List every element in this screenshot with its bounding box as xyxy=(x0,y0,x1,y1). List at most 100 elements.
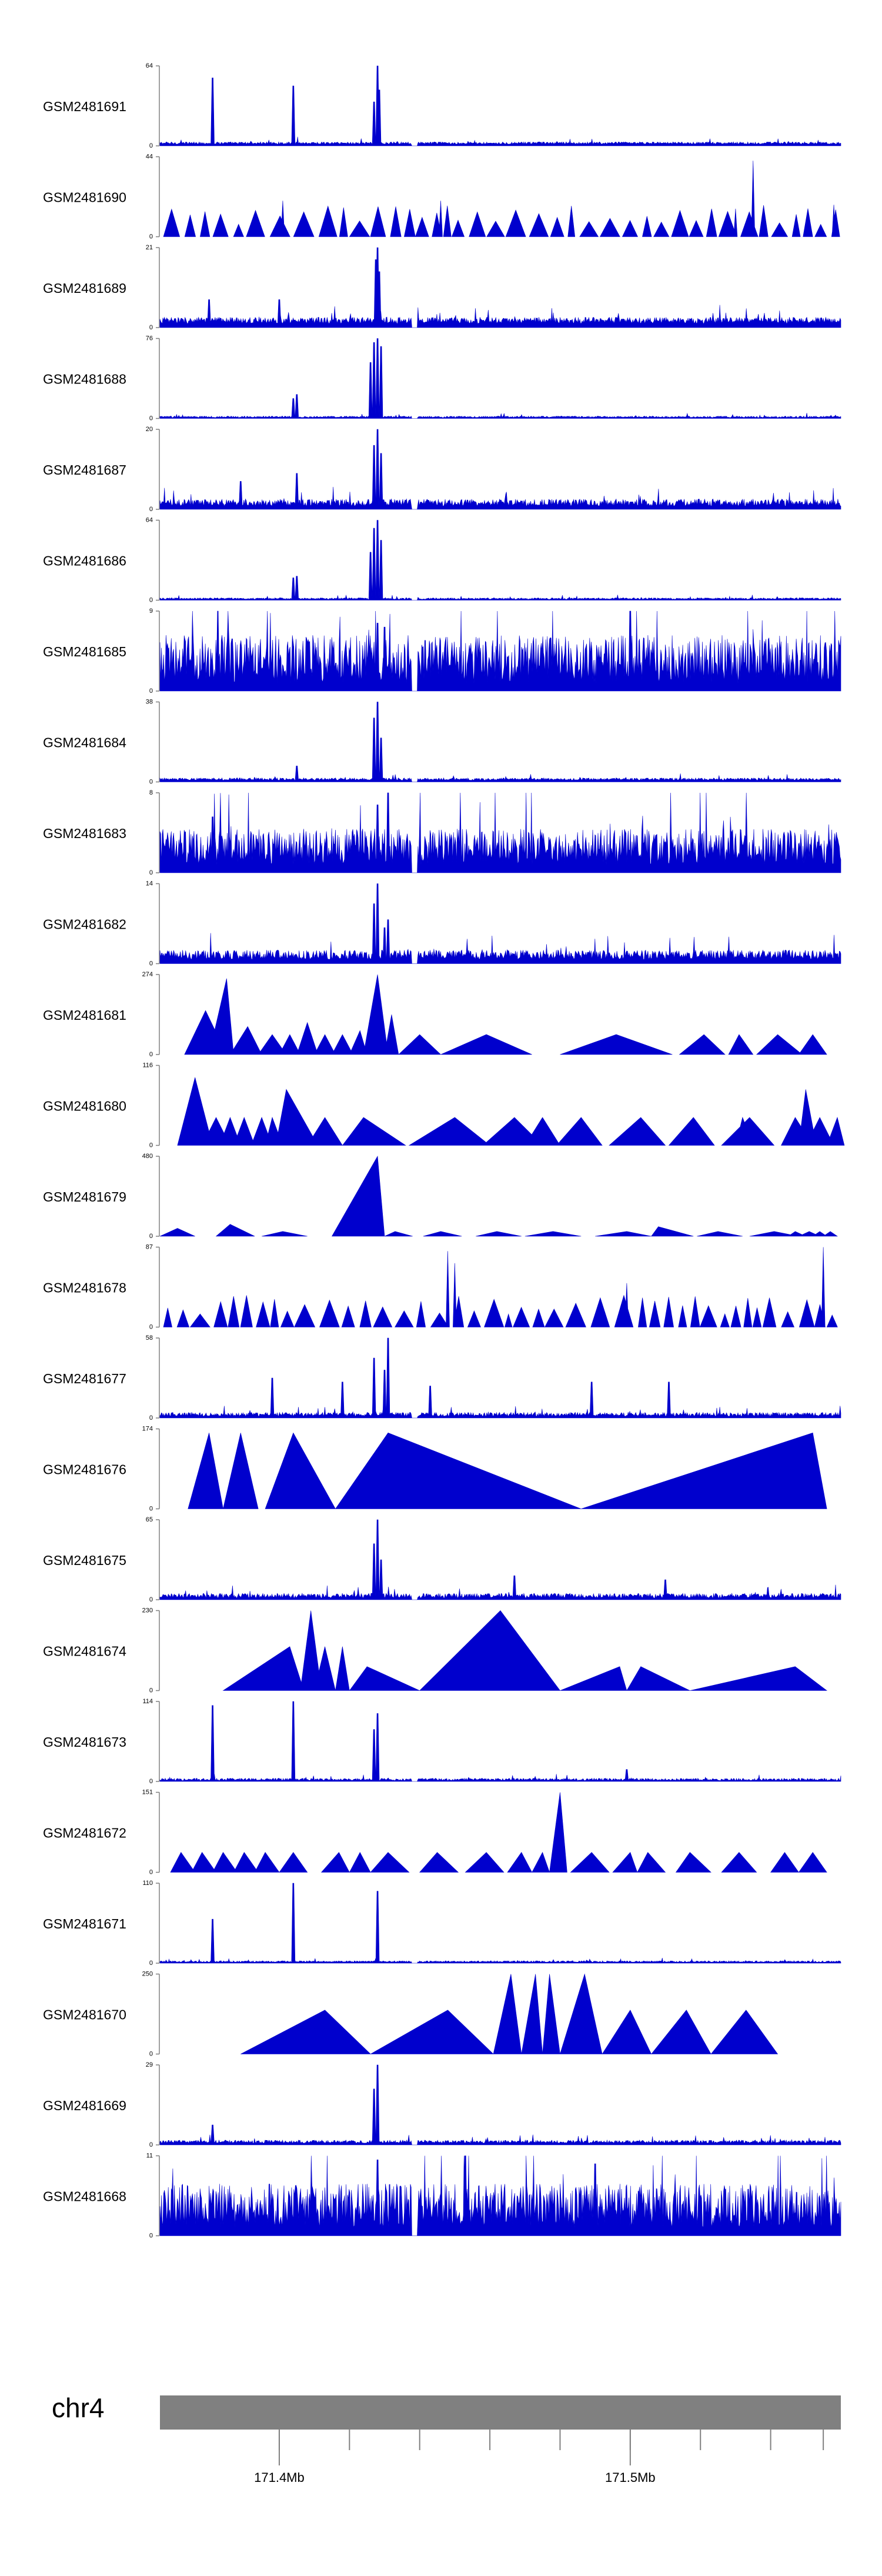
coverage-area xyxy=(159,792,841,873)
track-GSM2481678: GSM2481678 87 0 xyxy=(43,1244,838,1331)
track-label: GSM2481684 xyxy=(43,735,126,750)
coverage-area xyxy=(159,702,841,782)
track-GSM2481689: GSM2481689 21 0 xyxy=(43,244,841,331)
coverage-area xyxy=(159,429,841,510)
y-max-label: 274 xyxy=(142,971,153,978)
track-GSM2481685: GSM2481685 9 0 xyxy=(43,608,841,695)
y-min-label: 0 xyxy=(149,2051,153,2058)
y-max-label: 116 xyxy=(142,1062,153,1069)
y-min-label: 0 xyxy=(149,233,153,241)
y-max-label: 8 xyxy=(149,789,153,796)
y-max-label: 44 xyxy=(146,154,153,161)
track-GSM2481672: GSM2481672 151 0 xyxy=(43,1789,827,1876)
y-min-label: 0 xyxy=(149,142,153,149)
track-label: GSM2481674 xyxy=(43,1644,126,1659)
y-max-label: 9 xyxy=(149,608,153,615)
y-min-label: 0 xyxy=(149,1687,153,1694)
track-label: GSM2481682 xyxy=(43,917,126,932)
track-GSM2481679: GSM2481679 480 0 xyxy=(43,1153,838,1240)
track-GSM2481691: GSM2481691 64 0 xyxy=(43,62,841,149)
coverage-area xyxy=(159,1337,841,1419)
y-max-label: 250 xyxy=(142,1971,153,1978)
coverage-area xyxy=(159,338,841,419)
coverage-area xyxy=(159,2155,841,2236)
coverage-area xyxy=(188,1432,827,1509)
track-GSM2481669: GSM2481669 29 0 xyxy=(43,2061,841,2148)
track-GSM2481682: GSM2481682 14 0 xyxy=(43,880,841,967)
y-max-label: 110 xyxy=(142,1880,153,1887)
y-max-label: 114 xyxy=(142,1698,153,1705)
track-GSM2481670: GSM2481670 250 0 xyxy=(43,1971,779,2058)
y-min-label: 0 xyxy=(149,1142,153,1149)
y-max-label: 87 xyxy=(146,1244,153,1251)
coverage-area xyxy=(240,1973,779,2054)
y-max-label: 21 xyxy=(146,244,153,251)
track-GSM2481680: GSM2481680 116 0 xyxy=(43,1062,845,1149)
y-max-label: 20 xyxy=(146,426,153,433)
track-GSM2481688: GSM2481688 76 0 xyxy=(43,335,841,422)
x-tick-label: 171.4Mb xyxy=(254,2470,305,2485)
y-min-label: 0 xyxy=(149,869,153,876)
track-label: GSM2481677 xyxy=(43,1371,126,1386)
y-max-label: 65 xyxy=(146,1516,153,1523)
track-GSM2481676: GSM2481676 174 0 xyxy=(43,1426,827,1513)
chromosome-label: chr4 xyxy=(52,2393,104,2423)
y-min-label: 0 xyxy=(149,1596,153,1603)
track-label: GSM2481681 xyxy=(43,1007,126,1023)
track-label: GSM2481672 xyxy=(43,1826,126,1841)
track-GSM2481681: GSM2481681 274 0 xyxy=(43,971,827,1058)
y-min-label: 0 xyxy=(149,779,153,786)
track-GSM2481673: GSM2481673 114 0 xyxy=(43,1698,841,1785)
track-GSM2481668: GSM2481668 11 0 xyxy=(43,2153,841,2240)
y-min-label: 0 xyxy=(149,1233,153,1240)
x-tick-label: 171.5Mb xyxy=(605,2470,656,2485)
y-min-label: 0 xyxy=(149,1869,153,1876)
y-min-label: 0 xyxy=(149,415,153,422)
track-label: GSM2481689 xyxy=(43,281,126,296)
coverage-area xyxy=(159,2064,841,2145)
track-label: GSM2481675 xyxy=(43,1553,126,1568)
y-min-label: 0 xyxy=(149,1051,153,1058)
track-GSM2481683: GSM2481683 8 0 xyxy=(43,789,841,876)
coverage-area xyxy=(222,1610,828,1691)
y-min-label: 0 xyxy=(149,506,153,513)
y-min-label: 0 xyxy=(149,1414,153,1422)
track-GSM2481687: GSM2481687 20 0 xyxy=(43,426,841,513)
y-max-label: 76 xyxy=(146,335,153,342)
coverage-area xyxy=(159,610,841,692)
coverage-area xyxy=(159,1701,841,1782)
y-min-label: 0 xyxy=(149,1960,153,1967)
coverage-area xyxy=(170,1792,827,1873)
chromosome-bar xyxy=(160,2395,841,2430)
y-min-label: 0 xyxy=(149,2233,153,2240)
coverage-area xyxy=(177,1077,845,1146)
coverage-area xyxy=(159,883,841,964)
y-max-label: 14 xyxy=(146,880,153,887)
track-label: GSM2481680 xyxy=(43,1099,126,1114)
y-max-label: 230 xyxy=(142,1607,153,1614)
coverage-area xyxy=(159,1156,838,1237)
y-max-label: 38 xyxy=(146,699,153,706)
genome-axis: chr4 171.4Mb 171.5Mb xyxy=(52,2393,841,2485)
track-GSM2481671: GSM2481671 110 0 xyxy=(43,1880,841,1967)
coverage-area xyxy=(163,161,840,237)
y-max-label: 64 xyxy=(146,517,153,524)
coverage-area xyxy=(163,1247,838,1327)
y-max-label: 64 xyxy=(146,62,153,69)
track-GSM2481686: GSM2481686 64 0 xyxy=(43,517,841,604)
y-min-label: 0 xyxy=(149,688,153,695)
y-min-label: 0 xyxy=(149,1506,153,1513)
y-min-label: 0 xyxy=(149,324,153,331)
track-label: GSM2481670 xyxy=(43,2007,126,2023)
coverage-area xyxy=(159,1519,841,1600)
track-GSM2481674: GSM2481674 230 0 xyxy=(43,1607,828,1694)
y-min-label: 0 xyxy=(149,1324,153,1331)
track-label: GSM2481679 xyxy=(43,1189,126,1204)
y-min-label: 0 xyxy=(149,2141,153,2148)
track-label: GSM2481688 xyxy=(43,372,126,387)
y-max-label: 29 xyxy=(146,2061,153,2068)
coverage-area xyxy=(184,974,827,1055)
track-label: GSM2481669 xyxy=(43,2098,126,2113)
y-max-label: 58 xyxy=(146,1334,153,1342)
y-min-label: 0 xyxy=(149,1778,153,1785)
